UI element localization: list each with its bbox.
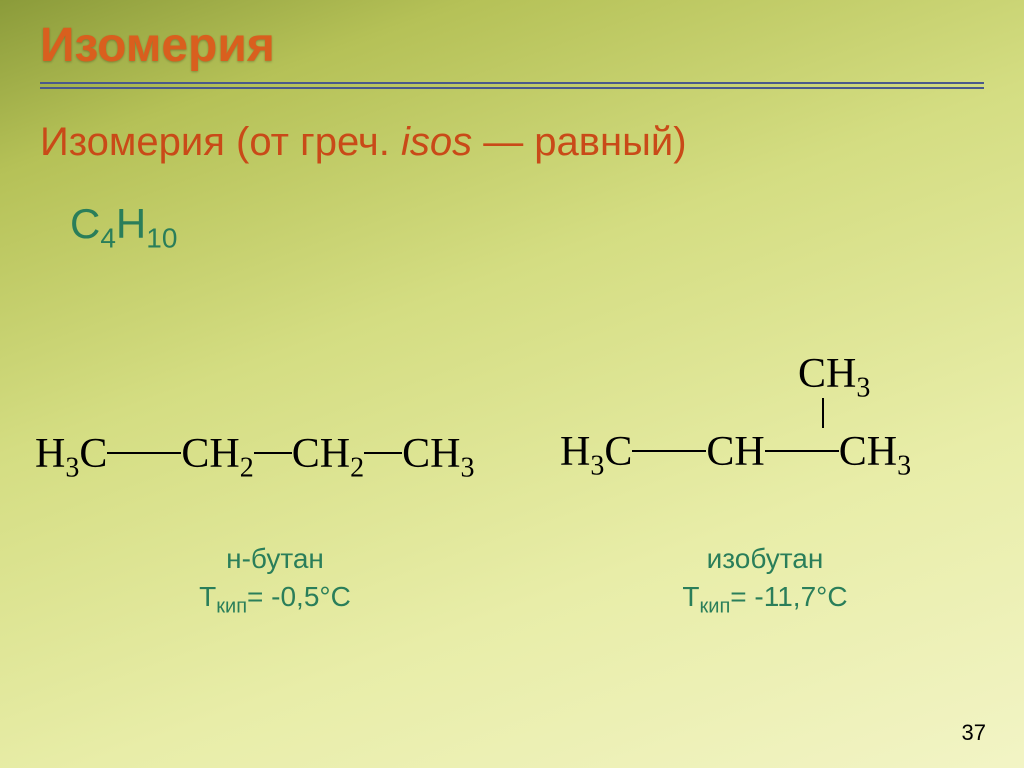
underline-line-top <box>40 82 984 84</box>
chem-group: CH2 <box>292 431 364 477</box>
boiling-point: Ткип= -11,7°C <box>620 578 910 621</box>
bond-line <box>254 452 292 454</box>
chem-group: CH3 <box>839 429 911 475</box>
bond-line <box>765 450 839 452</box>
vertical-bond <box>822 398 824 428</box>
subtitle-prefix: Изомерия (от греч. <box>40 120 401 164</box>
t-symbol: Т <box>682 581 699 612</box>
chem-group: CH <box>706 429 764 475</box>
label-n-butane: н-бутан Ткип= -0,5°C <box>145 540 405 620</box>
n-butane-formula: H3C CH2 CH2 CH3 <box>35 430 474 484</box>
chem-group: CH3 <box>402 431 474 477</box>
isobutane-branch: CH3 <box>798 350 870 404</box>
title-underline <box>40 82 984 89</box>
t-subscript: кип <box>700 595 731 617</box>
formula-c: C <box>70 200 100 247</box>
chem-group: H3C <box>560 429 632 475</box>
t-subscript: кип <box>216 595 247 617</box>
page-number: 37 <box>962 720 986 746</box>
molecular-formula: C4H10 <box>70 200 177 254</box>
t-value: = -11,7°C <box>730 581 847 612</box>
slide-title: Изомерия <box>40 18 275 73</box>
bond-line <box>107 452 181 454</box>
t-symbol: Т <box>199 581 216 612</box>
title-text: Изомерия <box>40 19 275 72</box>
isobutane-main-chain: H3C CH CH3 <box>560 428 911 482</box>
compound-name: изобутан <box>620 540 910 578</box>
chem-group: H3C <box>35 431 107 477</box>
chem-group: CH3 <box>798 351 870 397</box>
subtitle-suffix: — равный) <box>472 120 686 164</box>
formula-h-sub: 10 <box>146 222 177 253</box>
structure-n-butane: H3C CH2 CH2 CH3 <box>35 430 474 484</box>
chem-group: CH2 <box>181 431 253 477</box>
label-isobutane: изобутан Ткип= -11,7°C <box>620 540 910 620</box>
bond-line <box>632 450 706 452</box>
t-value: = -0,5°C <box>247 581 351 612</box>
subtitle: Изомерия (от греч. isos — равный) <box>40 120 687 165</box>
formula-h: H <box>116 200 146 247</box>
bond-line <box>364 452 402 454</box>
subtitle-italic: isos <box>401 120 472 164</box>
boiling-point: Ткип= -0,5°C <box>145 578 405 621</box>
underline-line-bottom <box>40 87 984 89</box>
compound-name: н-бутан <box>145 540 405 578</box>
formula-c-sub: 4 <box>100 222 116 253</box>
